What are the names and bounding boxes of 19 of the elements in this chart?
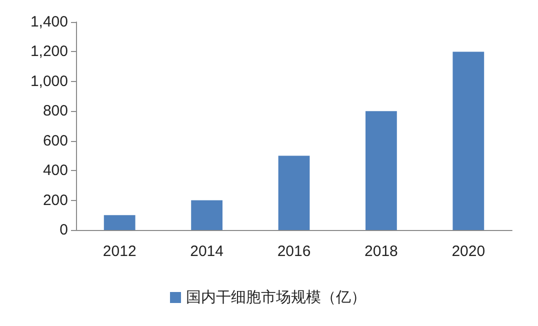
bar bbox=[366, 111, 397, 230]
x-tick-label: 2014 bbox=[190, 243, 224, 260]
y-tick-label: 1,400 bbox=[30, 14, 68, 30]
bar bbox=[452, 52, 484, 230]
y-tick-label: 600 bbox=[42, 132, 68, 150]
bar bbox=[104, 215, 136, 230]
y-tick-label: 1,000 bbox=[30, 72, 68, 90]
bar bbox=[191, 200, 222, 230]
y-tick-label: 400 bbox=[42, 162, 68, 180]
y-tick-label: 800 bbox=[42, 102, 68, 120]
x-tick-label: 2020 bbox=[452, 243, 486, 260]
x-tick-label: 2016 bbox=[277, 243, 311, 260]
x-tick-label: 2012 bbox=[102, 243, 136, 260]
y-tick-label: 1,200 bbox=[30, 43, 68, 60]
y-tick-label: 0 bbox=[60, 222, 68, 238]
y-tick-label: 200 bbox=[42, 192, 68, 209]
legend-label: 国内干细胞市场规模（亿） bbox=[186, 289, 366, 306]
bar bbox=[278, 156, 310, 230]
x-tick-label: 2018 bbox=[364, 243, 398, 260]
